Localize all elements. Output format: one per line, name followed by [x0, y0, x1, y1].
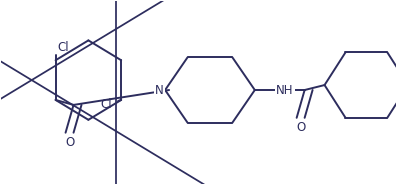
Text: NH: NH — [276, 83, 293, 97]
Text: O: O — [296, 121, 305, 134]
Text: N: N — [155, 83, 164, 97]
Text: O: O — [65, 136, 74, 149]
Text: Cl: Cl — [58, 41, 69, 54]
Text: Cl: Cl — [100, 98, 112, 111]
